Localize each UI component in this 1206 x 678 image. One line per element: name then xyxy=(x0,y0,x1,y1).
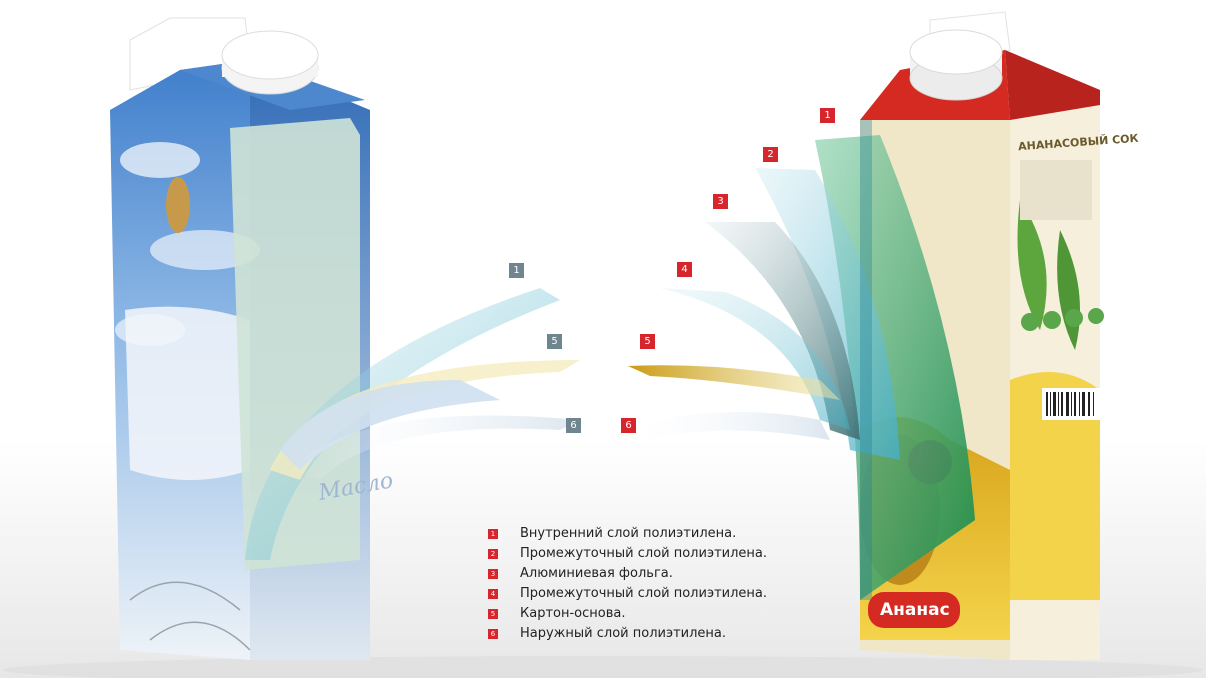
legend-number: 4 xyxy=(488,589,498,599)
marker-right-5: 5 xyxy=(640,334,655,349)
legend-item: 1 Внутренний слой полиэтилена. xyxy=(488,525,808,545)
legend-item: 5 Картон-основа. xyxy=(488,605,808,625)
legend-text: Промежуточный слой полиэтилена. xyxy=(520,586,768,601)
legend-text: Картон-основа. xyxy=(520,606,626,621)
legend-item: 3 Алюминиевая фольга. xyxy=(488,565,808,585)
legend-item: 2 Промежуточный слой полиэтилена. xyxy=(488,545,808,565)
legend-item: 6 Наружный слой полиэтилена. xyxy=(488,625,808,645)
left-carton: Масло xyxy=(110,17,580,660)
legend-text: Наружный слой полиэтилена. xyxy=(520,626,727,641)
marker-left-6: 6 xyxy=(566,418,581,433)
marker-right-6: 6 xyxy=(621,418,636,433)
marker-right-3: 3 xyxy=(713,194,728,209)
legend-text: Промежуточный слой полиэтилена. xyxy=(520,546,768,561)
marker-right-2: 2 xyxy=(763,147,778,162)
legend: 1 Внутренний слой полиэтилена. 2 Промежу… xyxy=(488,525,808,645)
legend-number: 2 xyxy=(488,549,498,559)
right-carton xyxy=(620,11,1104,660)
legend-item: 4 Промежуточный слой полиэтилена. xyxy=(488,585,808,605)
marker-left-1: 1 xyxy=(509,263,524,278)
right-package-label: Ананас xyxy=(880,600,950,620)
legend-number: 3 xyxy=(488,569,498,579)
legend-text: Внутренний слой полиэтилена. xyxy=(520,526,737,541)
legend-number: 5 xyxy=(488,609,498,619)
legend-number: 6 xyxy=(488,629,498,639)
marker-left-5: 5 xyxy=(547,334,562,349)
legend-text: Алюминиевая фольга. xyxy=(520,566,673,581)
legend-number: 1 xyxy=(488,529,498,539)
marker-right-4: 4 xyxy=(677,262,692,277)
marker-right-1: 1 xyxy=(820,108,835,123)
